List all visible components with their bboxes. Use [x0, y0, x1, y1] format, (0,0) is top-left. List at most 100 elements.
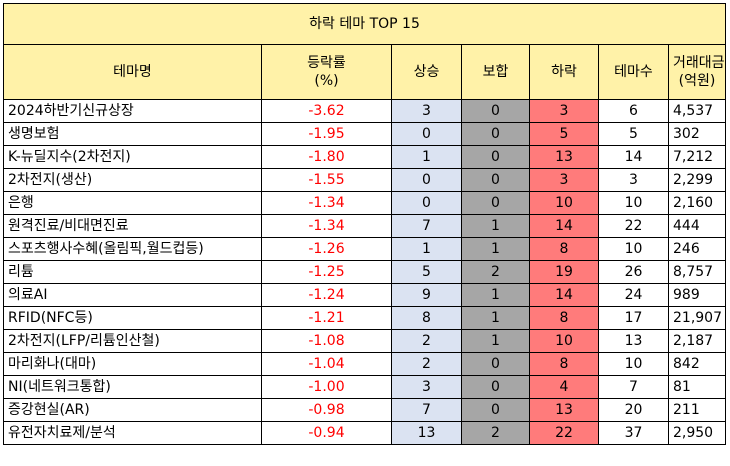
table-row: 마리화나(대마) -1.04 2 0 8 10 842: [3, 352, 727, 376]
down-count-cell: 19: [529, 260, 599, 284]
down-count-cell: 8: [529, 306, 599, 330]
up-count-cell: 3: [391, 99, 462, 123]
volume-cell: 21,907: [667, 306, 727, 330]
theme-name-cell: K-뉴딜지수(2차전지): [3, 145, 262, 169]
table-row: 증강현실(AR) -0.98 7 0 13 20 211: [3, 398, 727, 422]
table-row: 2차전지(LFP/리튬인산철) -1.08 2 1 10 13 2,187: [3, 329, 727, 353]
flat-count-cell: 0: [461, 168, 530, 192]
theme-name-cell: 유전자치료제/분석: [3, 421, 262, 445]
header-count: 테마수: [598, 44, 669, 100]
theme-name-cell: 스포츠행사수혜(올림픽,월드컵등): [3, 237, 262, 261]
rate-cell: -1.34: [261, 191, 392, 215]
rate-cell: -1.00: [261, 375, 392, 399]
flat-count-cell: 1: [461, 283, 530, 307]
volume-cell: 2,160: [667, 191, 727, 215]
up-count-cell: 0: [391, 122, 462, 146]
theme-name-cell: 원격진료/비대면진료: [3, 214, 262, 238]
volume-cell: 2,187: [667, 329, 727, 353]
down-count-cell: 10: [529, 329, 599, 353]
header-theme-name: 테마명: [3, 44, 262, 100]
theme-count-cell: 10: [598, 237, 669, 261]
up-count-cell: 7: [391, 398, 462, 422]
theme-name-cell: 2024하반기신규상장: [3, 99, 262, 123]
volume-cell: 2,950: [667, 421, 727, 445]
theme-count-cell: 6: [598, 99, 669, 123]
up-count-cell: 7: [391, 214, 462, 238]
theme-count-cell: 7: [598, 375, 669, 399]
flat-count-cell: 1: [461, 306, 530, 330]
rate-cell: -1.04: [261, 352, 392, 376]
flat-count-cell: 1: [461, 329, 530, 353]
theme-name-cell: RFID(NFC등): [3, 306, 262, 330]
down-count-cell: 8: [529, 352, 599, 376]
theme-name-cell: 생명보험: [3, 122, 262, 146]
rate-cell: -1.80: [261, 145, 392, 169]
up-count-cell: 1: [391, 237, 462, 261]
volume-cell: 7,212: [667, 145, 727, 169]
theme-count-cell: 22: [598, 214, 669, 238]
down-count-cell: 4: [529, 375, 599, 399]
up-count-cell: 9: [391, 283, 462, 307]
down-count-cell: 5: [529, 122, 599, 146]
header-flat: 보합: [461, 44, 530, 100]
up-count-cell: 2: [391, 329, 462, 353]
up-count-cell: 0: [391, 191, 462, 215]
theme-name-cell: NI(네트워크통합): [3, 375, 262, 399]
theme-name-cell: 은행: [3, 191, 262, 215]
theme-count-cell: 24: [598, 283, 669, 307]
flat-count-cell: 0: [461, 145, 530, 169]
up-count-cell: 5: [391, 260, 462, 284]
theme-count-cell: 13: [598, 329, 669, 353]
theme-name-cell: 2차전지(LFP/리튬인산철): [3, 329, 262, 353]
theme-count-cell: 10: [598, 352, 669, 376]
volume-cell: 8,757: [667, 260, 727, 284]
down-count-cell: 3: [529, 99, 599, 123]
flat-count-cell: 0: [461, 398, 530, 422]
down-count-cell: 10: [529, 191, 599, 215]
volume-cell: 81: [667, 375, 727, 399]
theme-name-cell: 리튬: [3, 260, 262, 284]
down-count-cell: 13: [529, 145, 599, 169]
up-count-cell: 1: [391, 145, 462, 169]
falling-theme-table: 하락 테마 TOP 15 테마명 등락률 (%) 상승 보합 하락 테마수 거래대…: [2, 3, 727, 445]
rate-cell: -0.98: [261, 398, 392, 422]
up-count-cell: 0: [391, 168, 462, 192]
flat-count-cell: 2: [461, 421, 530, 445]
table-row: 의료AI -1.24 9 1 14 24 989: [3, 283, 727, 307]
table-row: 생명보험 -1.95 0 0 5 5 302: [3, 122, 727, 146]
rate-cell: -1.25: [261, 260, 392, 284]
flat-count-cell: 1: [461, 214, 530, 238]
theme-count-cell: 26: [598, 260, 669, 284]
rate-cell: -0.94: [261, 421, 392, 445]
flat-count-cell: 0: [461, 352, 530, 376]
theme-count-cell: 10: [598, 191, 669, 215]
rate-cell: -1.24: [261, 283, 392, 307]
header-down: 하락: [529, 44, 599, 100]
volume-cell: 989: [667, 283, 727, 307]
volume-cell: 4,537: [667, 99, 727, 123]
down-count-cell: 22: [529, 421, 599, 445]
table-row: 2024하반기신규상장 -3.62 3 0 3 6 4,537: [3, 99, 727, 123]
volume-cell: 842: [667, 352, 727, 376]
theme-name-cell: 마리화나(대마): [3, 352, 262, 376]
down-count-cell: 14: [529, 283, 599, 307]
flat-count-cell: 0: [461, 122, 530, 146]
volume-cell: 302: [667, 122, 727, 146]
up-count-cell: 13: [391, 421, 462, 445]
header-rate: 등락률 (%): [261, 44, 392, 100]
table-row: RFID(NFC등) -1.21 8 1 8 17 21,907: [3, 306, 727, 330]
down-count-cell: 8: [529, 237, 599, 261]
volume-cell: 2,299: [667, 168, 727, 192]
theme-count-cell: 5: [598, 122, 669, 146]
theme-name-cell: 2차전지(생산): [3, 168, 262, 192]
rate-cell: -1.55: [261, 168, 392, 192]
theme-count-cell: 37: [598, 421, 669, 445]
table-row: 리튬 -1.25 5 2 19 26 8,757: [3, 260, 727, 284]
up-count-cell: 8: [391, 306, 462, 330]
down-count-cell: 13: [529, 398, 599, 422]
table-title: 하락 테마 TOP 15: [2, 3, 727, 45]
table-row: NI(네트워크통합) -1.00 3 0 4 7 81: [3, 375, 727, 399]
theme-count-cell: 20: [598, 398, 669, 422]
rate-cell: -3.62: [261, 99, 392, 123]
header-row: 테마명 등락률 (%) 상승 보합 하락 테마수 거래대금 (억원): [3, 44, 727, 100]
